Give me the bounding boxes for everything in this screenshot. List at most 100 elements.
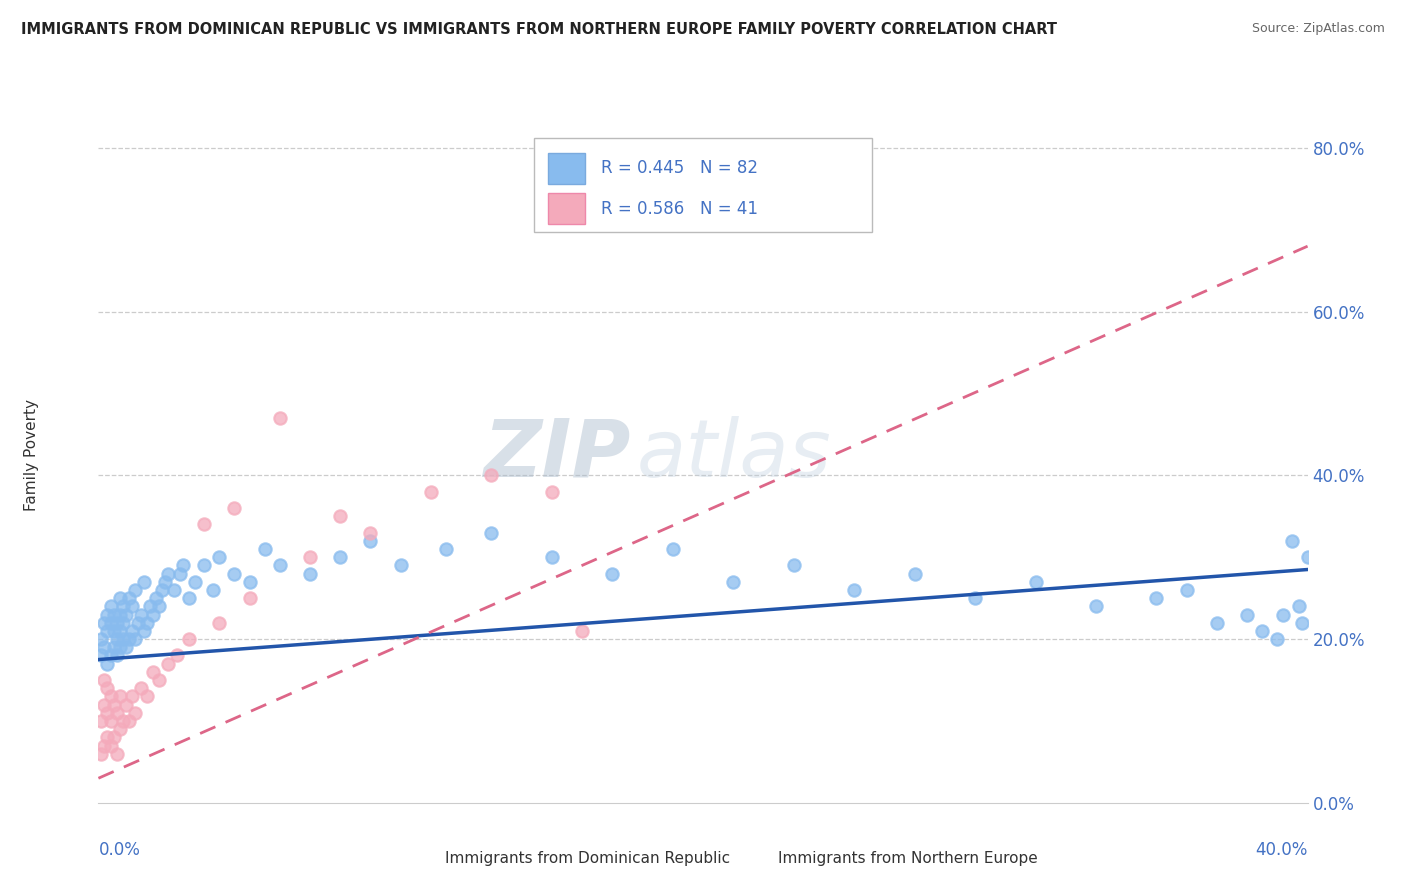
Point bbox=[96, 706, 118, 720]
Point bbox=[103, 698, 125, 712]
Bar bbox=[406, 848, 437, 869]
Text: Source: ZipAtlas.com: Source: ZipAtlas.com bbox=[1251, 22, 1385, 36]
Point bbox=[1272, 607, 1295, 622]
Point bbox=[108, 607, 131, 622]
Point bbox=[100, 690, 122, 704]
Point bbox=[269, 558, 291, 573]
Point bbox=[965, 591, 987, 606]
Point bbox=[118, 632, 141, 646]
Point bbox=[172, 558, 194, 573]
Point bbox=[103, 640, 125, 655]
Point bbox=[93, 673, 115, 687]
Point bbox=[602, 566, 624, 581]
Point bbox=[90, 747, 112, 761]
Point bbox=[360, 533, 382, 548]
Point bbox=[1251, 624, 1274, 638]
Point bbox=[420, 484, 443, 499]
Point bbox=[105, 632, 128, 646]
Point bbox=[114, 607, 136, 622]
Point bbox=[139, 599, 162, 614]
Point bbox=[118, 591, 141, 606]
Point bbox=[329, 550, 352, 565]
Text: R = 0.445   N = 82: R = 0.445 N = 82 bbox=[602, 160, 758, 178]
Text: ZIP: ZIP bbox=[484, 416, 630, 494]
FancyBboxPatch shape bbox=[534, 138, 872, 232]
Point bbox=[723, 574, 745, 589]
Point bbox=[105, 648, 128, 663]
Point bbox=[142, 607, 165, 622]
Point bbox=[103, 731, 125, 745]
Point bbox=[93, 698, 115, 712]
Text: R = 0.586   N = 41: R = 0.586 N = 41 bbox=[602, 200, 758, 218]
Bar bbox=[548, 153, 585, 184]
Point bbox=[253, 542, 276, 557]
Point bbox=[132, 574, 155, 589]
Point bbox=[100, 615, 122, 630]
Point bbox=[135, 690, 157, 704]
Point bbox=[90, 714, 112, 728]
Point bbox=[121, 690, 143, 704]
Point bbox=[96, 657, 118, 671]
Point bbox=[129, 607, 152, 622]
Bar bbox=[740, 848, 769, 869]
Point bbox=[96, 607, 118, 622]
Point bbox=[108, 722, 131, 736]
Point bbox=[202, 582, 225, 597]
Point bbox=[111, 599, 134, 614]
Point bbox=[179, 591, 201, 606]
Point bbox=[329, 509, 352, 524]
Point bbox=[135, 615, 157, 630]
Point bbox=[239, 574, 262, 589]
Point bbox=[269, 411, 291, 425]
Point bbox=[156, 657, 179, 671]
Point bbox=[111, 615, 134, 630]
Point bbox=[132, 624, 155, 638]
Point bbox=[148, 673, 170, 687]
Point bbox=[1296, 550, 1319, 565]
Point bbox=[96, 731, 118, 745]
Point bbox=[105, 706, 128, 720]
Point bbox=[129, 681, 152, 696]
Point bbox=[224, 501, 246, 516]
Point bbox=[1175, 582, 1198, 597]
Point bbox=[481, 468, 503, 483]
Point bbox=[662, 542, 685, 557]
Point bbox=[111, 632, 134, 646]
Text: 40.0%: 40.0% bbox=[1256, 841, 1308, 859]
Point bbox=[100, 739, 122, 753]
Point bbox=[114, 698, 136, 712]
Text: atlas: atlas bbox=[637, 416, 831, 494]
Point bbox=[105, 615, 128, 630]
Point bbox=[124, 582, 146, 597]
Point bbox=[540, 484, 562, 499]
Point bbox=[1288, 599, 1310, 614]
Point bbox=[108, 624, 131, 638]
Point bbox=[1206, 615, 1229, 630]
Point bbox=[360, 525, 382, 540]
Point bbox=[118, 714, 141, 728]
Point bbox=[193, 517, 215, 532]
Point bbox=[90, 632, 112, 646]
Point bbox=[100, 714, 122, 728]
Point bbox=[153, 574, 176, 589]
Point bbox=[783, 558, 806, 573]
Point bbox=[434, 542, 457, 557]
Point bbox=[108, 640, 131, 655]
Point bbox=[96, 681, 118, 696]
Point bbox=[93, 615, 115, 630]
Point bbox=[184, 574, 207, 589]
Text: Family Poverty: Family Poverty bbox=[24, 399, 39, 511]
Point bbox=[299, 566, 322, 581]
Point bbox=[224, 566, 246, 581]
Point bbox=[145, 591, 167, 606]
Point bbox=[904, 566, 927, 581]
Point bbox=[166, 648, 188, 663]
Point bbox=[1144, 591, 1167, 606]
Point bbox=[127, 615, 149, 630]
Point bbox=[100, 599, 122, 614]
Point bbox=[1291, 615, 1313, 630]
Point bbox=[93, 640, 115, 655]
Point bbox=[105, 747, 128, 761]
Point bbox=[96, 624, 118, 638]
Point bbox=[93, 739, 115, 753]
